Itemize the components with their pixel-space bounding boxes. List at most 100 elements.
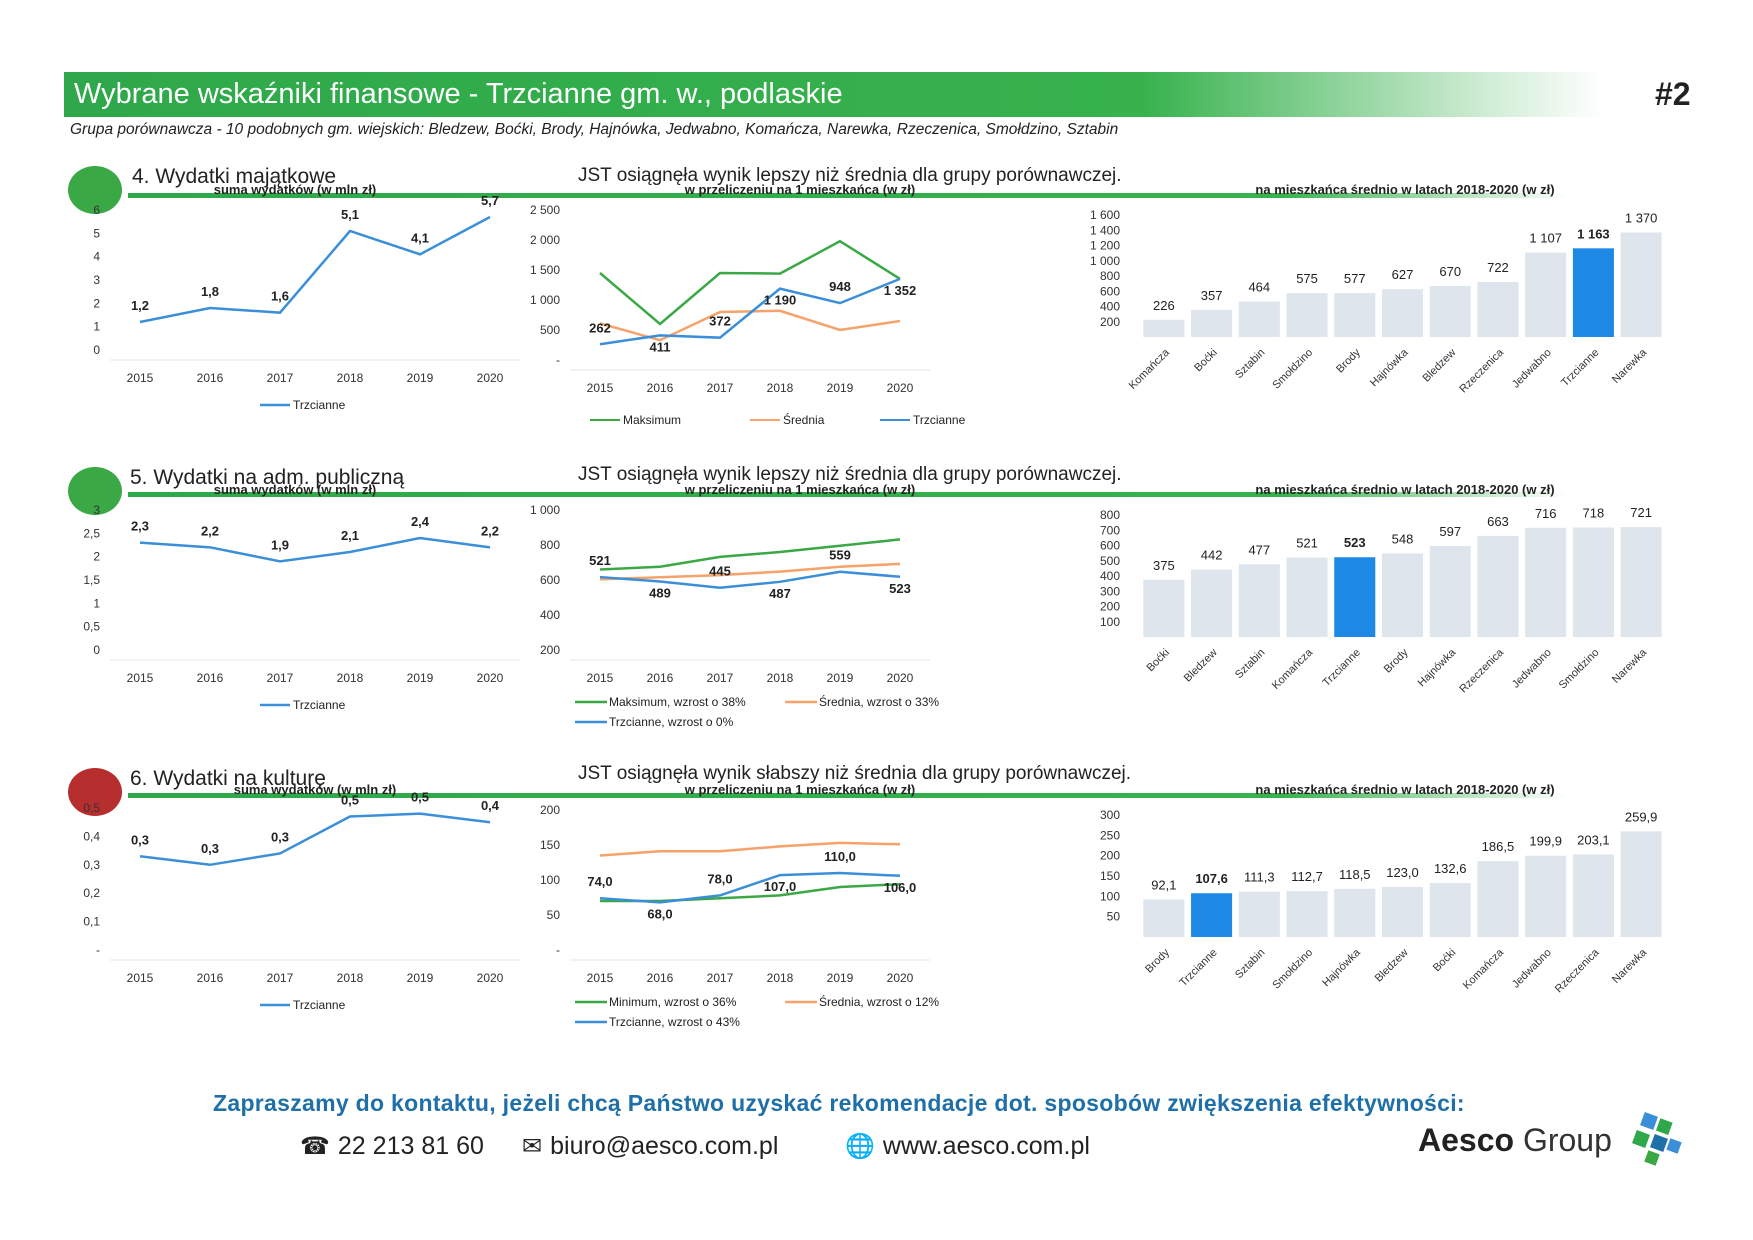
- legend-label: Średnia, wzrost o 12%: [819, 994, 939, 1009]
- y-tick-label: 600: [540, 573, 560, 587]
- y-tick-label: 600: [1100, 284, 1120, 298]
- x-tick-label: 2020: [887, 381, 914, 395]
- x-tick-label: 2017: [707, 381, 734, 395]
- series-line-maksimum: [599, 239, 901, 326]
- y-tick-label: -: [556, 353, 560, 367]
- data-label: 663: [1487, 514, 1509, 529]
- chart-total-expenditure: suma wydatków (w mln zł) 0 1 2 3 4 5 6 2015 2016 2…: [93, 182, 520, 412]
- legend-label: Średnia, wzrost o 33%: [819, 694, 939, 709]
- y-tick-label: 100: [1100, 615, 1120, 629]
- series-line-trzcianne: [599, 277, 901, 346]
- chart-total-expenditure: suma wydatków (w mln zł) - 0,1 0,2 0,3 0,4 0,5…: [83, 782, 520, 1012]
- data-label: 112,7: [1291, 869, 1323, 884]
- data-label: 106,0: [884, 880, 917, 895]
- status-dot-good: [68, 166, 122, 214]
- data-label: 1,8: [201, 284, 219, 299]
- bar-hajnówka: [1429, 545, 1471, 637]
- phone-icon: ☎: [300, 1133, 330, 1160]
- y-tick-label: 0: [93, 643, 100, 657]
- x-tick-label: 2017: [267, 971, 294, 985]
- x-tick-label: 2017: [707, 971, 734, 985]
- section-title: 6. Wydatki na kulturę: [130, 767, 326, 790]
- legend-label: Maksimum: [623, 413, 681, 427]
- category-label: Sztabin: [1233, 347, 1267, 381]
- y-tick-label: 3: [93, 503, 100, 517]
- bar-brody: [1143, 899, 1185, 937]
- category-label: Smołdzino: [1557, 647, 1602, 692]
- data-label: 92,1: [1151, 878, 1176, 893]
- chart-per-capita: w przeliczeniu na 1 mieszkańca (w zł) - 50…: [530, 182, 966, 427]
- y-tick-label: 2: [93, 550, 100, 564]
- bar-komańcza: [1286, 557, 1328, 637]
- bar-jedwabno: [1525, 855, 1567, 937]
- y-tick-label: 300: [1100, 808, 1120, 822]
- legend-label: Maksimum, wzrost o 38%: [609, 695, 746, 709]
- legend-label: Trzcianne: [293, 698, 346, 712]
- category-label: Boćki: [1144, 647, 1172, 675]
- data-label: 722: [1487, 260, 1509, 275]
- page-number: #2: [1655, 76, 1691, 112]
- data-label: 521: [589, 553, 611, 568]
- contact-website[interactable]: 🌐 www.aesco.com.pl: [845, 1132, 1090, 1161]
- category-label: Brody: [1334, 346, 1363, 375]
- header-banner: Wybrane wskaźniki finansowe - Trzcianne …: [64, 72, 1604, 117]
- series-line-średnia: [599, 841, 901, 857]
- bar-bledzew: [1429, 285, 1471, 337]
- y-tick-label: 600: [1100, 539, 1120, 553]
- y-tick-label: 800: [1100, 269, 1120, 283]
- data-label: 262: [589, 320, 611, 335]
- legend-label: Minimum, wzrost o 36%: [609, 995, 737, 1009]
- data-label: 2,3: [131, 519, 149, 534]
- data-label: 2,2: [201, 523, 219, 538]
- bar-boćki: [1191, 309, 1233, 337]
- y-tick-label: 1 400: [1090, 223, 1120, 237]
- bar-bledzew: [1191, 569, 1233, 637]
- series-line-trzcianne: [139, 536, 491, 563]
- chart-subtitle: suma wydatków (w mln zł): [214, 482, 377, 497]
- x-tick-label: 2020: [477, 371, 504, 385]
- data-label: 1 190: [764, 293, 797, 308]
- y-tick-label: 50: [547, 908, 561, 922]
- category-label: Jedwabno: [1510, 947, 1554, 991]
- y-tick-label: 5: [93, 226, 100, 240]
- contact-email[interactable]: ✉ biuro@aesco.com.pl: [522, 1132, 778, 1161]
- email-address: biuro@aesco.com.pl: [550, 1132, 779, 1160]
- y-tick-label: 800: [1100, 508, 1120, 522]
- data-label: 118,5: [1339, 867, 1371, 882]
- data-label: 259,9: [1625, 809, 1658, 824]
- bar-rzeczenica: [1477, 535, 1519, 637]
- data-label: 132,6: [1434, 861, 1467, 876]
- data-label: 2,4: [411, 514, 430, 529]
- y-tick-label: 1 000: [530, 293, 560, 307]
- data-label: 5,7: [481, 193, 499, 208]
- category-label: Komańcza: [1127, 346, 1173, 392]
- data-label: 123,0: [1386, 865, 1419, 880]
- status-dot-bad: [68, 768, 122, 816]
- series-line-maksimum: [599, 538, 901, 571]
- y-tick-label: 4: [93, 250, 100, 264]
- section-verdict: JST osiągnęła wynik lepszy niż średnia d…: [578, 165, 1122, 186]
- bar-sztabin: [1238, 564, 1280, 637]
- chart-ranking: na mieszkańca średnio w latach 2018-2020…: [1090, 182, 1662, 395]
- data-label: 718: [1583, 506, 1605, 521]
- bar-narewka: [1620, 232, 1662, 337]
- globe-icon: 🌐: [845, 1133, 875, 1160]
- data-label: 521: [1296, 536, 1318, 551]
- series-line-trzcianne: [599, 871, 901, 904]
- y-tick-label: 1 600: [1090, 208, 1120, 222]
- category-label: Komańcza: [1270, 646, 1316, 692]
- bar-sztabin: [1238, 891, 1280, 937]
- contact-phone[interactable]: ☎ 22 213 81 60: [300, 1132, 484, 1161]
- category-label: Boćki: [1431, 947, 1459, 975]
- data-label: 68,0: [647, 906, 672, 921]
- x-tick-label: 2019: [407, 371, 434, 385]
- chart-subtitle: na mieszkańca średnio w latach 2018-2020…: [1255, 482, 1554, 497]
- data-label: 2,2: [481, 523, 499, 538]
- x-tick-label: 2016: [197, 371, 224, 385]
- data-label: 523: [889, 581, 911, 596]
- logo-cubes-icon: [1632, 1112, 1682, 1166]
- x-tick-label: 2015: [127, 371, 154, 385]
- data-label: 548: [1392, 531, 1414, 546]
- y-tick-label: 2,5: [83, 526, 100, 540]
- data-label: 1 352: [884, 283, 917, 298]
